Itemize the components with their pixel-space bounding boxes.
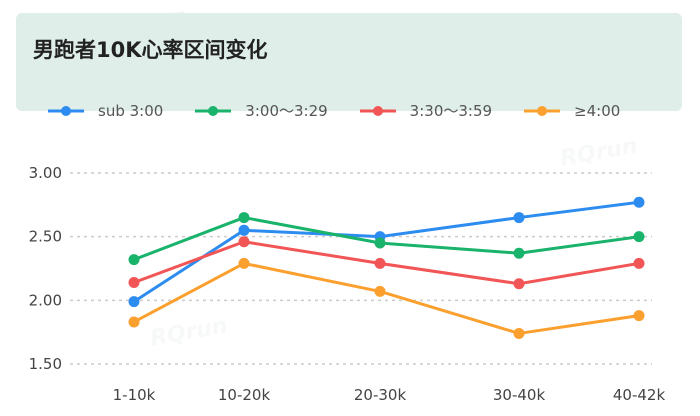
data-point bbox=[374, 237, 386, 249]
legend-item[interactable]: ≥4:00 bbox=[522, 100, 620, 121]
legend-marker-icon bbox=[524, 105, 561, 116]
legend-item[interactable]: 3:00～3:29 bbox=[193, 100, 328, 121]
data-point bbox=[128, 316, 140, 328]
x-tick-label: 30-40k bbox=[493, 386, 546, 404]
data-point bbox=[513, 278, 525, 290]
data-point bbox=[513, 327, 525, 339]
data-point bbox=[128, 296, 140, 308]
data-point bbox=[633, 257, 645, 269]
legend-marker-icon bbox=[48, 105, 84, 116]
data-point bbox=[513, 247, 525, 259]
data-point bbox=[238, 224, 250, 236]
series-line bbox=[133, 261, 640, 335]
legend-item[interactable]: 3:30～3:59 bbox=[358, 100, 492, 121]
data-point bbox=[374, 257, 386, 269]
legend-label: 3:00～3:29 bbox=[245, 102, 328, 120]
legend-marker-icon bbox=[195, 105, 232, 116]
data-point bbox=[128, 277, 140, 289]
data-point bbox=[513, 212, 525, 224]
y-tick-label: 3.00 bbox=[29, 164, 62, 182]
legend-item[interactable]: sub 3:00 bbox=[46, 100, 163, 121]
legend-label: sub 3:00 bbox=[98, 101, 164, 120]
legend: sub 3:00 3:00～3:29 3:30～3:59 ≥4:00 bbox=[46, 100, 650, 121]
x-tick-label: 10-20k bbox=[218, 386, 271, 404]
data-point bbox=[238, 257, 250, 269]
y-tick-label: 2.50 bbox=[29, 228, 62, 246]
x-tick-label: 40-42k bbox=[613, 386, 666, 404]
series-line bbox=[133, 200, 640, 303]
data-point bbox=[238, 212, 250, 224]
x-tick-label: 20-30k bbox=[354, 386, 407, 404]
y-tick-label: 2.00 bbox=[29, 291, 62, 309]
legend-marker-icon bbox=[359, 105, 396, 116]
title-banner bbox=[16, 13, 682, 111]
legend-label: 3:30～3:59 bbox=[409, 102, 493, 120]
chart-title: 男跑者10K心率区间变化 bbox=[33, 38, 268, 62]
data-point bbox=[633, 231, 645, 243]
data-point bbox=[633, 196, 645, 208]
data-point bbox=[128, 254, 140, 266]
x-tick-label: 1-10k bbox=[113, 386, 156, 404]
y-tick-label: 1.50 bbox=[29, 355, 62, 373]
legend-label: ≥4:00 bbox=[574, 101, 621, 120]
data-point bbox=[374, 285, 386, 297]
data-point bbox=[633, 310, 645, 322]
data-point bbox=[238, 236, 250, 248]
